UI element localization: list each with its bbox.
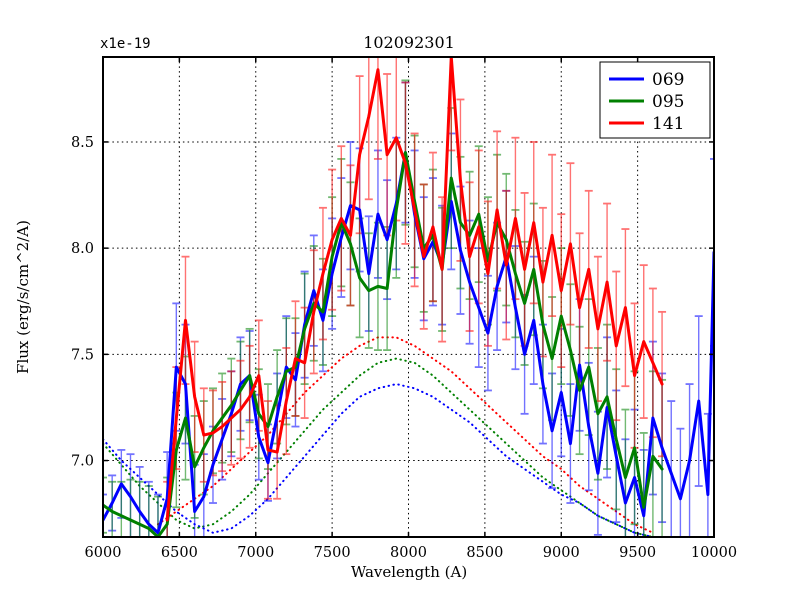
y-tick-label: 7.0: [71, 454, 94, 470]
x-tick-label: 8000: [390, 545, 427, 561]
y-offset-label: x1e-19: [100, 36, 151, 52]
x-tick-label: 6500: [161, 545, 198, 561]
y-axis-label: Flux (erg/s/cm^2/A): [14, 220, 32, 374]
legend-label: 141: [652, 114, 684, 134]
x-tick-label: 10000: [691, 545, 737, 561]
axis-tick-labels: 6000 6500 7000 7500 8000 8500 9000 9500 10000 7.0…: [71, 135, 737, 561]
x-tick-label: 6000: [85, 545, 122, 561]
legend-entry-141[interactable]: 141: [609, 114, 684, 134]
x-tick-label: 7000: [237, 545, 274, 561]
x-tick-label: 9000: [543, 545, 580, 561]
plot-title: 102092301: [363, 33, 455, 52]
x-tick-label: 7500: [314, 545, 351, 561]
axis-ticks: [102, 57, 715, 537]
legend-entry-069[interactable]: 069: [609, 70, 684, 90]
y-tick-label: 7.5: [71, 347, 94, 363]
legend-label: 069: [652, 70, 684, 90]
x-tick-label: 8500: [466, 545, 503, 561]
legend-entry-095[interactable]: 095: [609, 92, 684, 112]
data-lines: [103, 57, 714, 537]
x-axis-label: Wavelength (A): [351, 563, 467, 581]
x-tick-label: 9500: [619, 545, 656, 561]
y-tick-label: 8.5: [71, 135, 94, 151]
y-tick-label: 8.0: [71, 241, 94, 257]
legend-label: 095: [652, 92, 684, 112]
